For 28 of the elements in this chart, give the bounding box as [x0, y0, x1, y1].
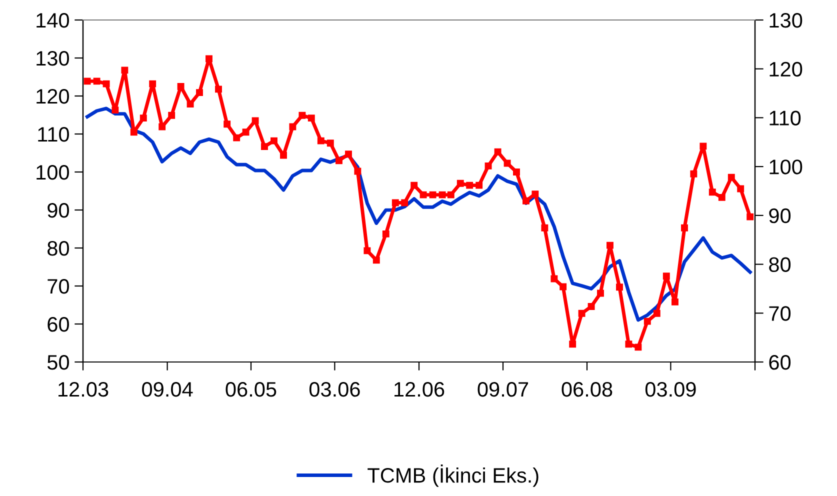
y-tick-label: 80 [48, 241, 69, 256]
x-tick-label: 09.07 [478, 382, 528, 397]
y2-tick-label: 80 [769, 257, 791, 272]
y-tick-label: 70 [48, 279, 69, 294]
y2-tick-label: 120 [770, 62, 802, 77]
y2-tick-label: 110 [770, 110, 801, 126]
x-tick-label: 06.05 [226, 382, 276, 397]
y-tick-label: 60 [48, 317, 69, 332]
y-tick-label: 130 [36, 51, 69, 66]
x-tick-label: 03.06 [309, 382, 360, 397]
y2-tick-label: 60 [769, 355, 791, 370]
y2-tick-label: 100 [770, 160, 802, 174]
x-tick-label: 12.03 [58, 382, 108, 397]
x-tick-label: 12.06 [394, 382, 444, 397]
y-tick-label: 100 [36, 165, 69, 180]
x-tick-label: 03.09 [645, 382, 696, 397]
y-tick-label: 50 [47, 355, 69, 370]
y2-tick-label: 130 [770, 13, 802, 28]
y-tick-label: 120 [36, 89, 69, 104]
y2-tick-label: 90 [769, 208, 791, 224]
x-tick-label: 09.04 [142, 382, 193, 397]
legend-label: TCMB (İkinci Eks.) [368, 464, 538, 487]
line-series [86, 106, 752, 322]
y2-tick-label: 70 [769, 306, 791, 321]
y-tick-label: 110 [38, 127, 69, 142]
y-tick-label: 140 [36, 13, 69, 28]
y-tick-label: 90 [48, 203, 69, 218]
x-tick-label: 06.08 [562, 382, 612, 397]
